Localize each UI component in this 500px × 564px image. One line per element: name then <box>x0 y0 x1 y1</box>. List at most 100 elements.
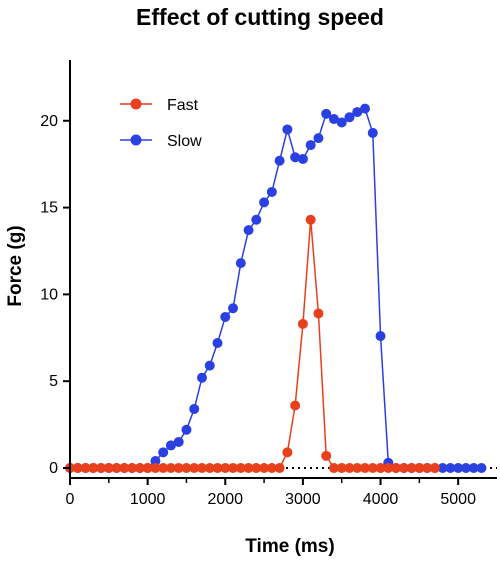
legend-marker <box>130 98 142 110</box>
x-tick-label: 3000 <box>285 491 321 508</box>
legend: Fast Slow <box>120 97 202 150</box>
series-fast <box>65 214 440 473</box>
data-point <box>391 463 402 473</box>
x-tick-label: 5000 <box>440 491 476 508</box>
data-point <box>251 463 262 473</box>
data-point <box>119 463 130 473</box>
data-point <box>437 463 448 473</box>
data-point <box>158 463 169 473</box>
data-point <box>235 258 246 269</box>
data-point <box>228 463 239 473</box>
data-point <box>103 463 114 473</box>
data-point <box>266 463 277 473</box>
data-point <box>367 127 378 138</box>
data-point <box>383 463 394 473</box>
data-point <box>352 107 363 118</box>
data-point <box>181 424 192 435</box>
data-point <box>290 152 301 163</box>
data-point <box>328 463 339 473</box>
x-ticks: 0 1000 2000 3000 4000 5000 <box>66 478 476 508</box>
data-point <box>398 463 409 473</box>
data-point <box>243 463 254 473</box>
series-layer <box>65 103 487 473</box>
data-point <box>212 337 223 348</box>
data-point <box>165 463 176 473</box>
data-point <box>72 463 83 473</box>
data-point <box>212 463 223 473</box>
data-point <box>352 463 363 473</box>
y-tick-label: 15 <box>40 200 58 217</box>
data-point <box>88 463 99 473</box>
y-tick-label: 0 <box>49 460 58 477</box>
x-tick-label: 4000 <box>363 491 399 508</box>
data-point <box>290 400 301 411</box>
data-point <box>282 124 293 135</box>
data-point <box>266 186 277 197</box>
data-point <box>274 463 285 473</box>
data-point <box>445 463 456 473</box>
data-point <box>344 112 355 123</box>
y-tick-label: 10 <box>40 286 58 303</box>
data-point <box>360 103 371 114</box>
data-point <box>344 463 355 473</box>
data-point <box>235 463 246 473</box>
data-point <box>259 463 270 473</box>
data-point <box>297 153 308 164</box>
data-point <box>220 463 231 473</box>
y-axis-label: Force (g) <box>5 225 26 306</box>
legend-label: Fast <box>167 97 199 114</box>
data-point <box>173 463 184 473</box>
data-point <box>468 463 479 473</box>
legend-item-fast: Fast <box>120 97 199 114</box>
y-tick-label: 20 <box>40 113 58 130</box>
data-point <box>406 463 417 473</box>
data-point <box>336 463 347 473</box>
data-point <box>321 108 332 119</box>
data-point <box>259 197 270 208</box>
legend-label: Slow <box>167 133 202 150</box>
data-point <box>476 463 487 473</box>
data-point <box>127 463 138 473</box>
data-point <box>460 463 471 473</box>
data-point <box>375 331 386 342</box>
data-point <box>367 463 378 473</box>
data-point <box>282 447 293 458</box>
legend-marker <box>130 134 142 146</box>
y-ticks: 0 5 10 15 20 <box>40 113 70 477</box>
data-point <box>111 463 122 473</box>
data-point <box>204 360 215 371</box>
data-point <box>360 463 371 473</box>
data-point <box>196 463 207 473</box>
data-point <box>189 463 200 473</box>
data-point <box>305 214 316 225</box>
data-point <box>158 447 169 458</box>
data-point <box>375 463 386 473</box>
data-point <box>453 463 464 473</box>
data-point <box>321 450 332 461</box>
data-point <box>150 463 161 473</box>
data-point <box>80 463 91 473</box>
data-point <box>414 463 425 473</box>
series-slow <box>65 103 487 473</box>
data-point <box>422 463 433 473</box>
y-tick-label: 5 <box>49 373 58 390</box>
legend-item-slow: Slow <box>120 133 202 150</box>
data-point <box>173 436 184 447</box>
data-point <box>297 318 308 329</box>
data-point <box>243 225 254 236</box>
chart-title: Effect of cutting speed <box>136 4 384 30</box>
data-point <box>220 311 231 322</box>
x-tick-label: 2000 <box>207 491 243 508</box>
axes: 0 5 10 15 20 0 1000 2000 3000 4000 5000 <box>40 60 497 508</box>
data-point <box>313 308 324 319</box>
data-point <box>228 303 239 314</box>
data-point <box>429 463 440 473</box>
data-point <box>305 140 316 151</box>
data-point <box>313 133 324 144</box>
data-point <box>142 463 153 473</box>
series-line <box>70 219 435 469</box>
x-tick-label: 1000 <box>130 491 166 508</box>
data-point <box>328 114 339 125</box>
data-point <box>96 463 107 473</box>
